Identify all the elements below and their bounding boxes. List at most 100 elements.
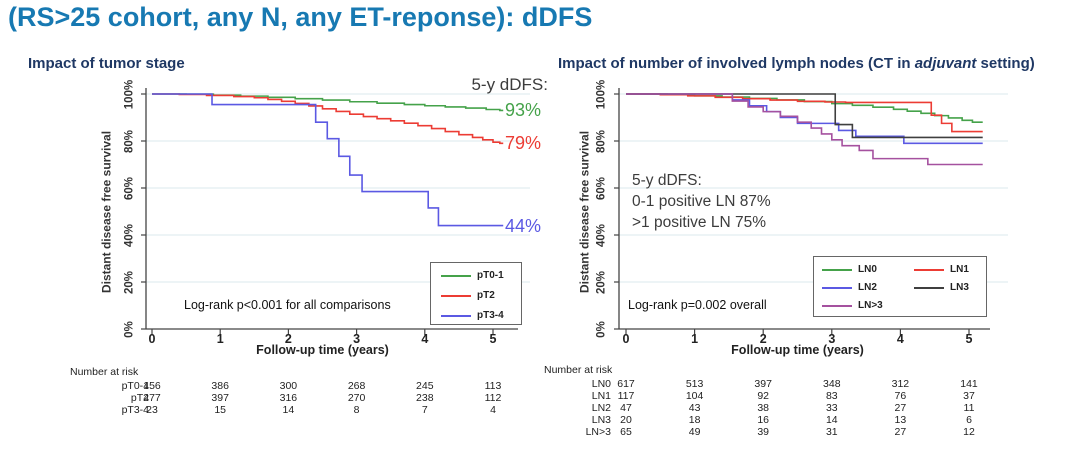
- chart-title-part: adjuvant: [914, 55, 977, 72]
- y-axis-title: Distant disease free survival: [577, 130, 592, 294]
- legend-line-LN1: [914, 269, 944, 271]
- series-LN>3-curve: [626, 93, 983, 166]
- chart-title-part: Impact of tumor stage: [28, 55, 185, 72]
- number-at-risk-count: 15: [214, 404, 227, 416]
- curve-endpoint-label-pT0-1: 93%: [505, 100, 542, 121]
- number-at-risk-row-label: LN0: [591, 378, 611, 390]
- legend-line-pT0-1: [441, 275, 471, 277]
- lymph-nodes-chart-title: Impact of number of involved lymph nodes…: [558, 55, 1035, 72]
- log-rank-note: Log-rank p=0.002 overall: [628, 298, 767, 312]
- y-tick-label: 80%: [123, 129, 136, 153]
- series-pT3-4-curve: [152, 93, 504, 227]
- y-axis-title: Distant disease free survival: [99, 130, 114, 294]
- number-at-risk-count: 268: [347, 380, 366, 392]
- number-at-risk-count: 38: [757, 402, 770, 414]
- number-at-risk-count: 456: [143, 380, 161, 392]
- number-at-risk-count: 37: [963, 390, 975, 402]
- number-at-risk-count: 6: [966, 414, 972, 426]
- y-tick-label: 40%: [123, 223, 136, 247]
- log-rank-note: Log-rank p<0.001 for all comparisons: [184, 298, 391, 312]
- number-at-risk-count: 18: [688, 414, 701, 426]
- number-at-risk-count: 27: [894, 426, 907, 438]
- y-tick-label: 0%: [123, 320, 136, 338]
- legend-box: LN0 LN1 LN2 LN3 LN>3: [813, 256, 987, 317]
- x-tick-label: 1: [216, 332, 224, 346]
- number-at-risk-row-label: LN>3: [585, 426, 611, 438]
- number-at-risk-count: 316: [279, 392, 298, 404]
- number-at-risk-count: 31: [825, 426, 838, 438]
- number-at-risk-count: 27: [894, 402, 907, 414]
- number-at-risk-count: 397: [754, 378, 772, 390]
- number-at-risk-title: Number at risk: [544, 364, 613, 376]
- legend-line-pT2: [441, 295, 471, 297]
- number-at-risk-count: 245: [416, 380, 434, 392]
- number-at-risk-count: 20: [620, 414, 632, 426]
- annotation-line: 5-y dDFS:: [632, 172, 702, 189]
- x-axis-title: Follow-up time (years): [731, 343, 864, 357]
- curve-endpoint-label-pT2: 79%: [505, 133, 542, 154]
- x-tick-label: 2: [759, 332, 767, 346]
- number-at-risk-count: 238: [416, 392, 434, 404]
- number-at-risk-row-label: LN1: [591, 390, 611, 402]
- x-tick-label: 3: [353, 332, 361, 346]
- x-tick-label: 0: [148, 332, 156, 346]
- impact-of-tumor-stage-svg: [141, 88, 530, 335]
- y-tick-label: 20%: [123, 270, 136, 294]
- x-tick-label: 4: [896, 332, 904, 346]
- legend-label-LN1: LN1: [950, 263, 969, 275]
- legend-line-LN>3: [822, 305, 852, 307]
- number-at-risk-count: 112: [484, 392, 502, 404]
- y-tick-label: 100%: [123, 79, 136, 109]
- legend-label-pT2: pT2: [477, 289, 495, 301]
- legend-label-pT0-1: pT0-1: [477, 269, 504, 281]
- chart-title-part: Impact of number of involved lymph nodes…: [558, 55, 915, 72]
- number-at-risk-count: 14: [282, 404, 295, 416]
- five-year-ddfs-annotation: 5-y dDFS: 0-1 positive LN 87% >1 positiv…: [632, 170, 771, 233]
- legend-line-LN3: [914, 287, 944, 289]
- lymph-nodes-chart-panel: Impact of number of involved lymph nodes…: [540, 52, 1080, 450]
- number-at-risk-count: 300: [279, 380, 298, 392]
- number-at-risk-count: 477: [143, 392, 161, 404]
- number-at-risk-count: 76: [894, 390, 907, 402]
- slide-title: (RS>25 cohort, any N, any ET-reponse): d…: [8, 2, 593, 32]
- legend-label-LN3: LN3: [950, 281, 969, 293]
- number-at-risk-row-label: LN3: [591, 414, 611, 426]
- x-tick-label: 0: [622, 332, 630, 346]
- number-at-risk-count: 397: [211, 392, 229, 404]
- five-year-ddfs-annotation: 5-y dDFS:: [471, 75, 548, 94]
- number-at-risk-count: 23: [146, 404, 158, 416]
- y-tick-label: 80%: [595, 129, 608, 153]
- legend-label-LN0: LN0: [858, 263, 877, 275]
- number-at-risk-row-label: pT0-1: [121, 380, 149, 392]
- y-tick-label: 60%: [595, 176, 608, 200]
- lymph-nodes-plot: Distant disease free survival Follow-up …: [540, 52, 1080, 450]
- series-LN0-curve: [626, 93, 983, 123]
- impact-of-lymph-nodes-svg: [614, 88, 1008, 335]
- legend-line-LN0: [822, 269, 852, 271]
- number-at-risk-count: 65: [620, 426, 632, 438]
- legend-label-LN>3: LN>3: [858, 299, 883, 311]
- number-at-risk-count: 47: [620, 402, 632, 414]
- number-at-risk-count: 16: [757, 414, 770, 426]
- number-at-risk-count: 513: [685, 378, 704, 390]
- x-tick-label: 4: [421, 332, 429, 346]
- number-at-risk-count: 113: [484, 380, 502, 392]
- y-tick-label: 100%: [595, 79, 608, 109]
- curve-endpoint-label-pT3-4: 44%: [505, 215, 542, 236]
- number-at-risk-count: 270: [347, 392, 366, 404]
- tumor-stage-chart-title: Impact of tumor stage: [28, 55, 185, 72]
- series-LN2-curve: [626, 93, 983, 145]
- number-at-risk-count: 386: [211, 380, 229, 392]
- annotation-line: >1 positive LN 75%: [632, 214, 766, 231]
- number-at-risk-count: 39: [757, 426, 770, 438]
- number-at-risk-count: 8: [353, 404, 360, 416]
- legend-label-pT3-4: pT3-4: [477, 309, 504, 321]
- number-at-risk-count: 33: [825, 402, 838, 414]
- legend-label-LN2: LN2: [858, 281, 877, 293]
- x-tick-label: 2: [284, 332, 292, 346]
- number-at-risk-count: 83: [825, 390, 838, 402]
- number-at-risk-count: 11: [963, 402, 975, 414]
- x-tick-label: 1: [691, 332, 699, 346]
- number-at-risk-count: 117: [617, 390, 635, 402]
